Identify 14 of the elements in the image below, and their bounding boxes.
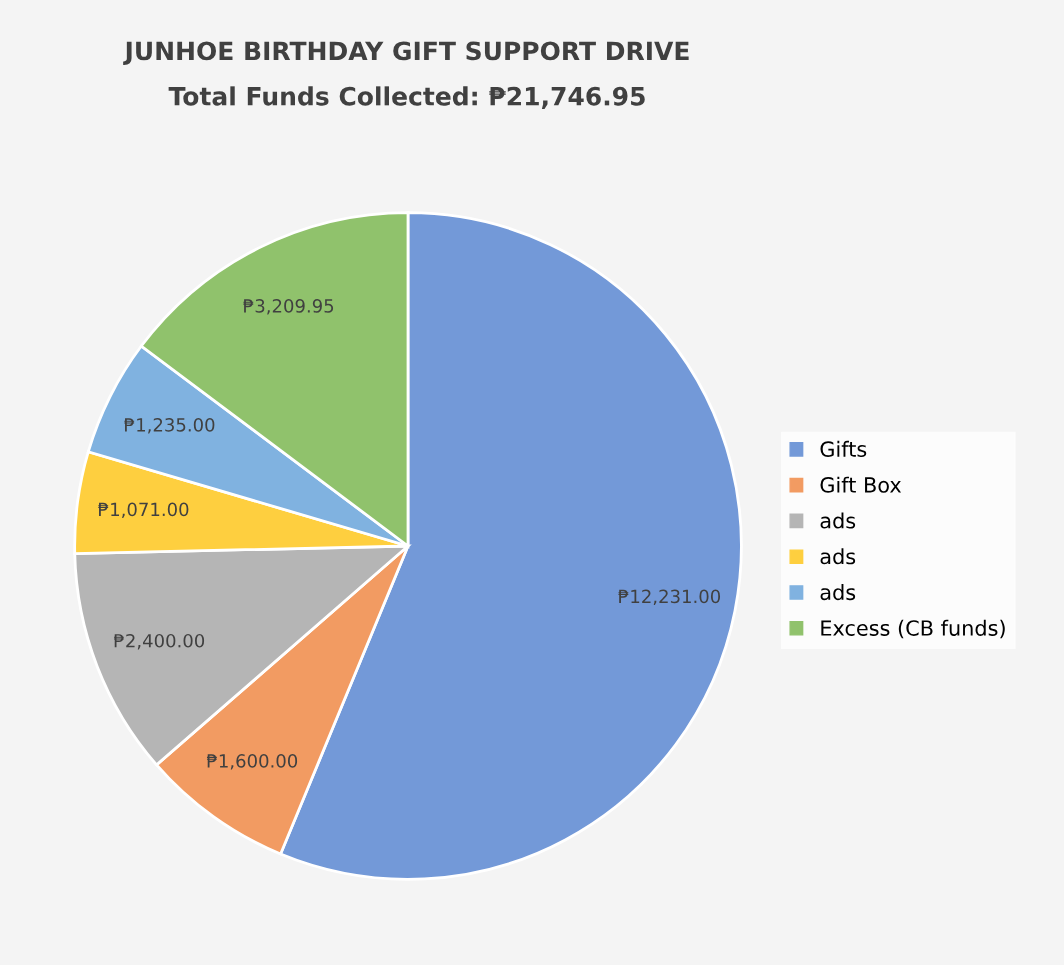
legend-label: Gifts bbox=[820, 440, 867, 457]
legend-label: ads bbox=[820, 584, 856, 601]
legend-label: Excess (CB funds) bbox=[821, 619, 1005, 639]
data-label: ₱1,600.00 bbox=[206, 754, 298, 770]
legend-label: ads bbox=[820, 512, 856, 529]
chart-subtitle: Total Funds Collected: ₱21,746.95 bbox=[168, 86, 645, 109]
data-label: ₱1,235.00 bbox=[124, 418, 215, 434]
data-label: ₱3,209.95 bbox=[243, 299, 334, 315]
data-label: ₱1,071.00 bbox=[98, 502, 189, 519]
legend-label: ads bbox=[820, 548, 856, 565]
legend-label: Gift Box bbox=[820, 476, 902, 493]
data-label: ₱12,231.00 bbox=[618, 589, 721, 606]
data-label: ₱2,400.00 bbox=[114, 633, 205, 650]
chart-title: JUNHOE BIRTHDAY GIFT SUPPORT DRIVE bbox=[123, 41, 689, 65]
